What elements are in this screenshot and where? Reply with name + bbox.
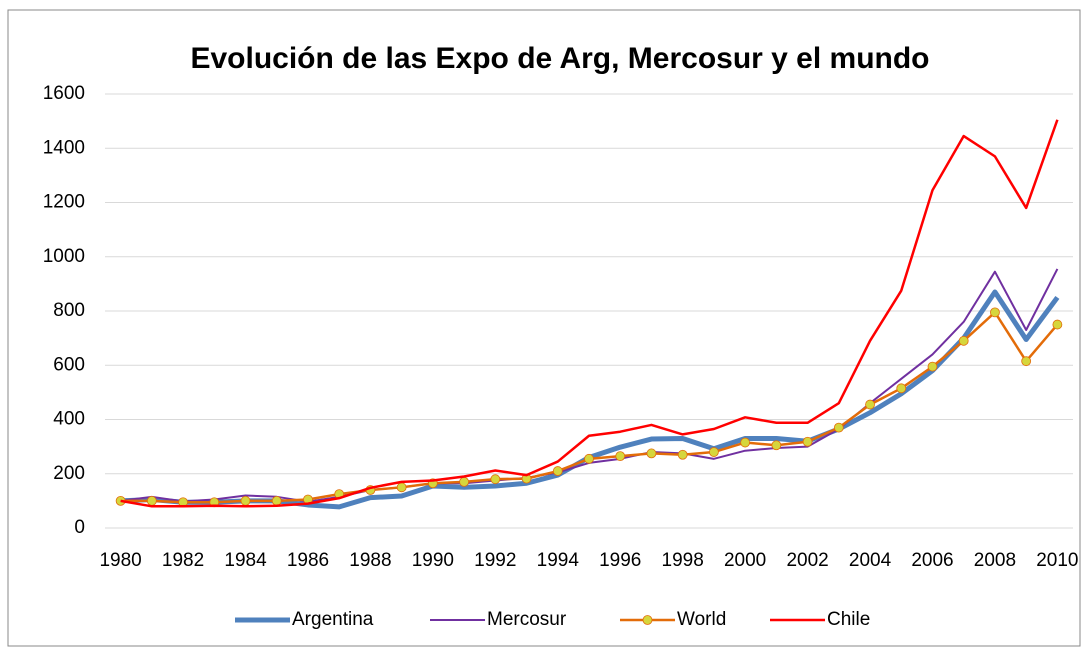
y-tick-label: 400 bbox=[53, 409, 85, 430]
x-tick-label: 2002 bbox=[786, 550, 828, 571]
point-marker bbox=[802, 436, 813, 447]
x-tick-label: 1996 bbox=[599, 550, 641, 571]
legend-label: Mercosur bbox=[487, 609, 567, 630]
point-marker bbox=[677, 449, 688, 460]
y-tick-label: 1400 bbox=[43, 137, 85, 158]
point-marker bbox=[552, 466, 563, 476]
point-marker bbox=[459, 476, 469, 487]
legend-label: Chile bbox=[827, 609, 870, 630]
x-tick-label: 1980 bbox=[99, 550, 141, 571]
y-tick-label: 800 bbox=[53, 300, 85, 321]
point-marker bbox=[240, 495, 251, 506]
point-marker bbox=[615, 451, 626, 462]
y-tick-label: 1600 bbox=[43, 83, 85, 104]
point-marker bbox=[271, 495, 282, 506]
point-marker bbox=[709, 447, 719, 457]
x-tick-label: 1994 bbox=[537, 550, 580, 571]
point-marker bbox=[1021, 356, 1032, 367]
point-marker bbox=[740, 437, 751, 448]
x-tick-label: 2008 bbox=[974, 550, 1016, 571]
x-tick-label: 1988 bbox=[349, 550, 391, 571]
point-marker bbox=[896, 383, 907, 394]
point-marker bbox=[927, 361, 938, 372]
x-tick-label: 2004 bbox=[849, 550, 892, 571]
point-marker bbox=[865, 399, 875, 410]
point-marker bbox=[146, 495, 157, 506]
series-line bbox=[120, 119, 1059, 508]
point-marker bbox=[646, 448, 657, 459]
point-marker bbox=[584, 453, 594, 464]
chart-title: Evolución de las Expo de Arg, Mercosur y… bbox=[190, 42, 929, 75]
x-tick-label: 1986 bbox=[287, 550, 329, 571]
point-marker bbox=[396, 482, 407, 493]
point-marker bbox=[990, 307, 1000, 318]
point-marker bbox=[958, 335, 969, 346]
y-tick-label: 0 bbox=[74, 517, 85, 538]
x-tick-label: 2010 bbox=[1036, 550, 1078, 571]
x-tick-label: 2000 bbox=[724, 550, 766, 571]
point-marker bbox=[771, 440, 782, 451]
y-tick-label: 200 bbox=[53, 463, 85, 484]
point-marker bbox=[490, 474, 501, 485]
y-tick-label: 1200 bbox=[43, 192, 85, 213]
x-tick-label: 1992 bbox=[474, 550, 516, 571]
y-tick-label: 1000 bbox=[43, 246, 85, 267]
legend-marker bbox=[642, 615, 653, 625]
x-tick-label: 1998 bbox=[662, 550, 704, 571]
x-tick-label: 1984 bbox=[224, 550, 267, 571]
x-tick-label: 1990 bbox=[412, 550, 454, 571]
point-marker bbox=[1052, 319, 1063, 330]
x-tick-label: 2006 bbox=[911, 550, 953, 571]
x-tick-label: 1982 bbox=[162, 550, 204, 571]
chart-border bbox=[7, 9, 1081, 647]
legend-label: World bbox=[677, 609, 726, 630]
y-tick-label: 600 bbox=[53, 354, 85, 375]
point-marker bbox=[833, 422, 844, 433]
legend-label: Argentina bbox=[292, 609, 374, 630]
